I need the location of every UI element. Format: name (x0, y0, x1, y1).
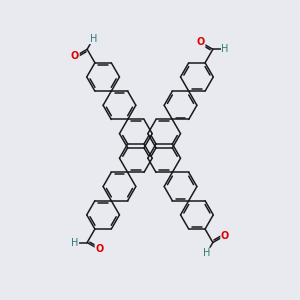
Text: O: O (197, 38, 205, 47)
Text: O: O (221, 230, 229, 241)
Text: O: O (95, 244, 103, 254)
Text: H: H (203, 248, 210, 258)
Text: H: H (90, 34, 97, 44)
Text: H: H (221, 44, 229, 54)
Text: H: H (71, 238, 79, 248)
Text: O: O (71, 51, 79, 61)
